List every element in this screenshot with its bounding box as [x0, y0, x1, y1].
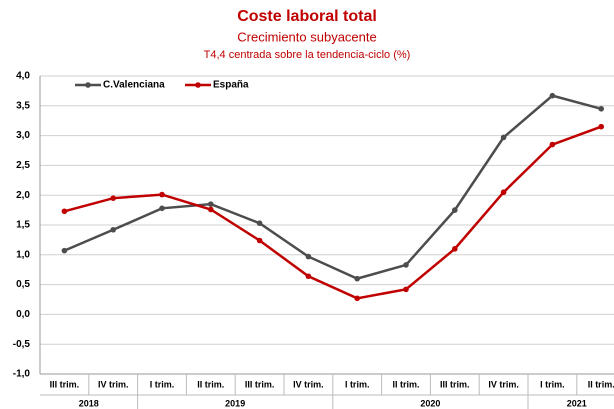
- year-label: 2018: [79, 398, 99, 408]
- series-marker: [598, 123, 604, 130]
- series-marker: [500, 134, 507, 141]
- y-tick-label: -1,0: [13, 369, 31, 380]
- year-label: 2021: [567, 398, 587, 408]
- chart-title: Coste laboral total: [237, 8, 377, 25]
- year-label: 2020: [420, 398, 440, 408]
- series-marker: [403, 262, 409, 268]
- series-marker: [256, 237, 263, 244]
- series-marker: [354, 295, 361, 302]
- x-tick-label: III trim.: [440, 379, 470, 389]
- y-tick-label: 2,0: [16, 190, 30, 201]
- series-marker: [403, 286, 409, 293]
- series-marker: [256, 220, 263, 227]
- x-tick-label: I trim.: [150, 379, 175, 389]
- series-marker: [305, 273, 312, 280]
- x-tick-label: IV trim.: [293, 379, 324, 389]
- series-marker: [159, 191, 165, 198]
- series-marker: [61, 208, 68, 215]
- x-tick-label: II trim.: [588, 379, 614, 389]
- x-tick-label: III trim.: [50, 379, 80, 389]
- x-tick-label: III trim.: [245, 379, 275, 389]
- y-tick-label: 1,5: [16, 220, 30, 231]
- y-tick-label: 3,0: [16, 130, 30, 141]
- x-tick-label: IV trim.: [488, 379, 519, 389]
- x-tick-label: II trim.: [197, 379, 224, 389]
- x-tick-label: I trim.: [345, 379, 370, 389]
- series-marker: [452, 207, 458, 213]
- y-tick-label: 2,5: [16, 160, 30, 171]
- y-tick-label: 3,5: [16, 100, 30, 111]
- x-tick-label: II trim.: [392, 379, 419, 389]
- y-tick-label: 0,0: [16, 309, 30, 320]
- legend-marker: [195, 82, 201, 88]
- series-marker: [208, 206, 214, 213]
- x-tick-label: I trim.: [540, 379, 565, 389]
- legend-label: España: [213, 80, 249, 91]
- year-label: 2019: [225, 398, 245, 408]
- legend-label: C.Valenciana: [103, 80, 165, 91]
- y-tick-label: -0,5: [13, 339, 31, 350]
- chart-subtitle: Crecimiento subyacente: [237, 29, 376, 44]
- series-marker: [354, 275, 361, 282]
- y-tick-label: 1,0: [16, 249, 30, 260]
- series-marker: [110, 195, 116, 201]
- series-line: [64, 125, 602, 300]
- series-marker: [208, 201, 214, 207]
- series-marker: [159, 205, 165, 212]
- y-tick-label: 0,5: [16, 279, 30, 290]
- legend-marker: [85, 82, 91, 88]
- chart-note: T4,4 centrada sobre la tendencia-ciclo (…: [204, 49, 411, 61]
- y-tick-label: 4,0: [16, 71, 30, 82]
- series-marker: [452, 246, 458, 252]
- series-marker: [110, 226, 116, 233]
- series-marker: [305, 253, 312, 260]
- series-marker: [598, 105, 604, 112]
- series-line: [63, 94, 602, 280]
- series-marker: [549, 92, 556, 99]
- series-marker: [549, 141, 556, 148]
- x-tick-label: IV trim.: [98, 379, 129, 389]
- series-marker: [500, 189, 507, 196]
- series-marker: [61, 247, 68, 254]
